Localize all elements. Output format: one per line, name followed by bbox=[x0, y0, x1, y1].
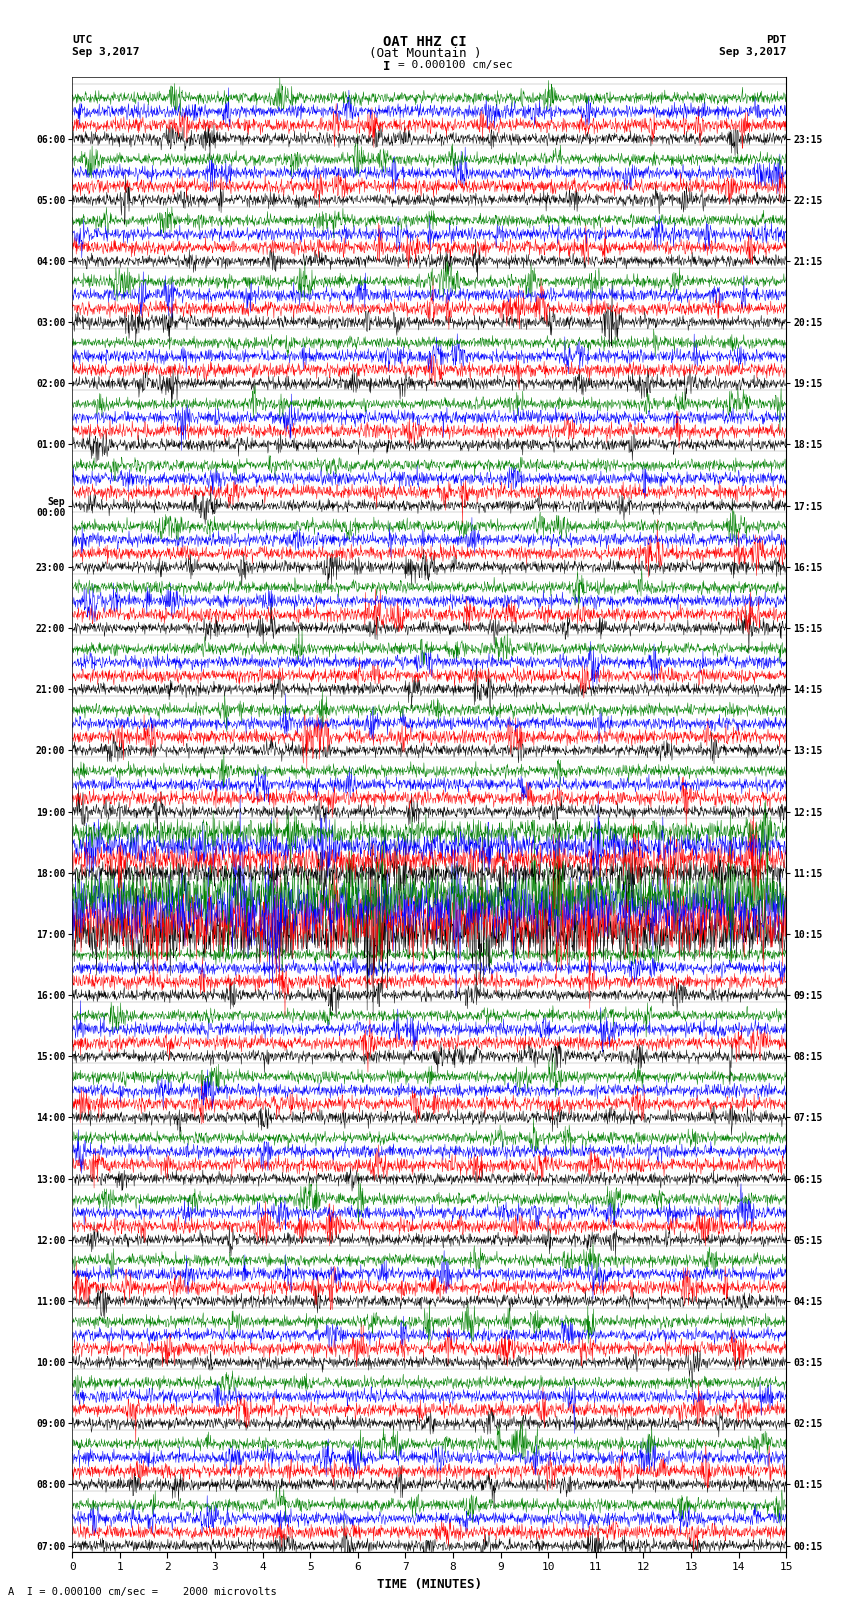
Text: UTC: UTC bbox=[72, 35, 93, 45]
Text: I: I bbox=[383, 60, 390, 73]
X-axis label: TIME (MINUTES): TIME (MINUTES) bbox=[377, 1578, 482, 1590]
Text: (Oat Mountain ): (Oat Mountain ) bbox=[369, 47, 481, 60]
Text: = 0.000100 cm/sec: = 0.000100 cm/sec bbox=[398, 60, 513, 69]
Text: Sep 3,2017: Sep 3,2017 bbox=[719, 47, 786, 56]
Text: OAT HHZ CI: OAT HHZ CI bbox=[383, 35, 467, 50]
Text: PDT: PDT bbox=[766, 35, 786, 45]
Text: Sep 3,2017: Sep 3,2017 bbox=[72, 47, 139, 56]
Text: A  I = 0.000100 cm/sec =    2000 microvolts: A I = 0.000100 cm/sec = 2000 microvolts bbox=[8, 1587, 277, 1597]
